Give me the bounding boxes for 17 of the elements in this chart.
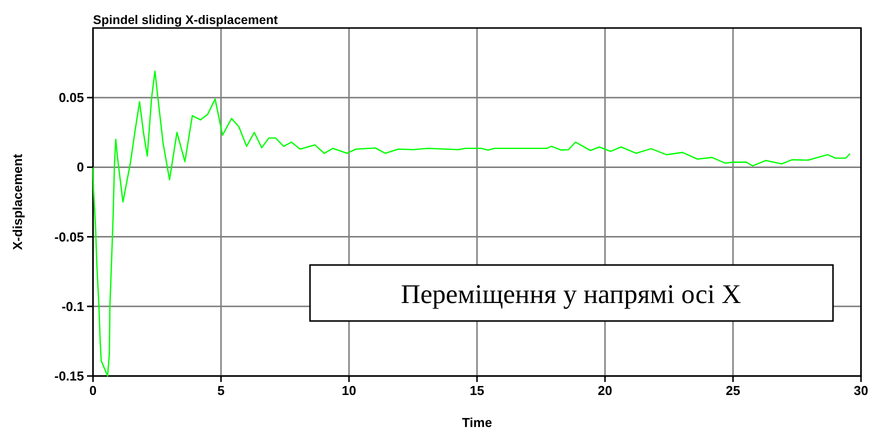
x-tick-label: 15 — [470, 383, 484, 398]
y-tick-label: 0.05 — [58, 90, 84, 106]
line-series — [92, 70, 851, 377]
y-tick-label: -0.15 — [54, 368, 84, 384]
x-tick-label: 10 — [342, 383, 356, 398]
x-tick-label: 0 — [89, 383, 97, 398]
y-tick-label: -0.1 — [62, 298, 84, 314]
x-tick-label: 30 — [854, 383, 868, 398]
x-tick-label: 25 — [726, 383, 740, 398]
x-tick-label: 20 — [598, 383, 612, 398]
y-axis-title: X-displacement — [10, 153, 25, 250]
chart-title: Spindel sliding X-displacement — [93, 13, 279, 27]
annotation: Переміщення у напрямі осі X — [400, 279, 742, 309]
y-tick-label: -0.05 — [54, 229, 84, 244]
y-tick-label: 0 — [76, 160, 84, 175]
x-tick-label: 5 — [217, 383, 225, 398]
x-axis-title: Time — [462, 415, 492, 430]
